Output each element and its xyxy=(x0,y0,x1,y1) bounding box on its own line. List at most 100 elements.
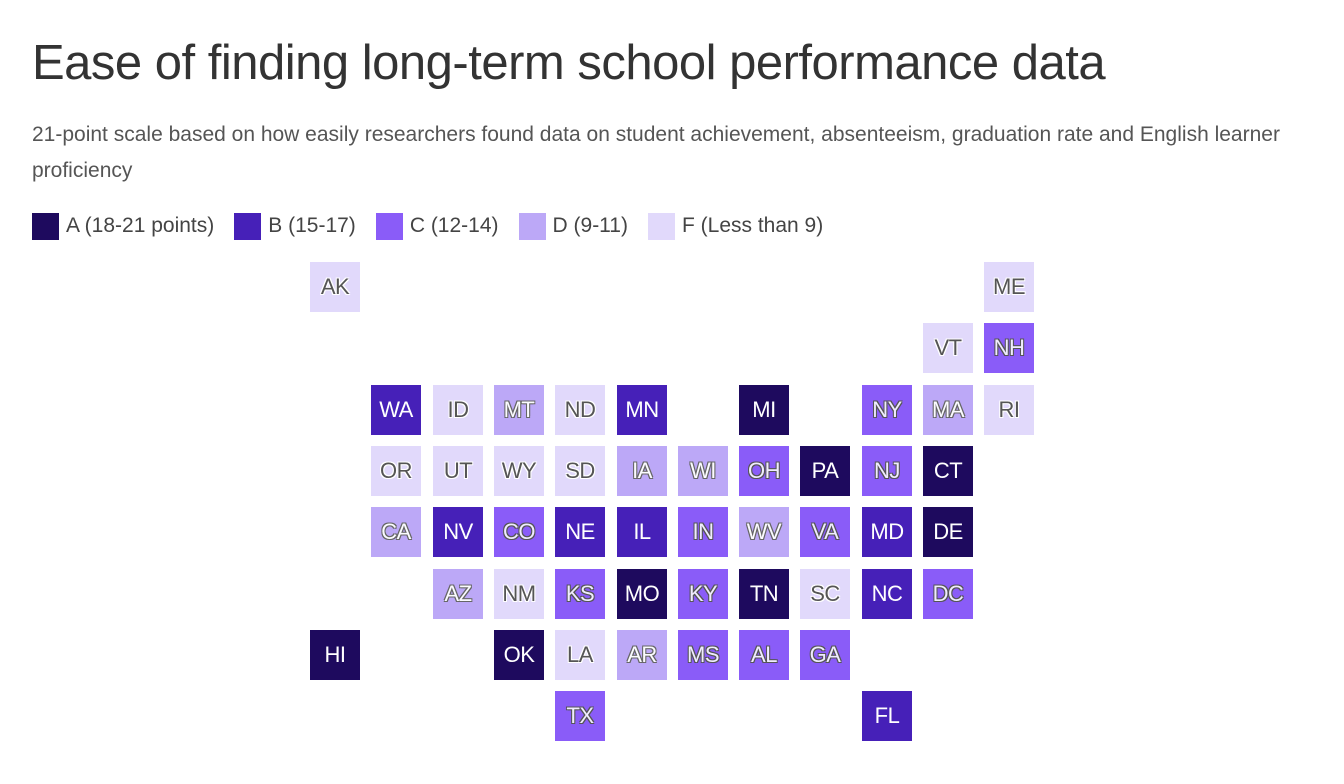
state-label: MT xyxy=(503,397,535,422)
state-tile-tn: TN xyxy=(739,569,789,619)
state-label: VT xyxy=(934,335,962,360)
chart-title: Ease of finding long-term school perform… xyxy=(32,36,1106,90)
state-tile-ga: GA xyxy=(800,630,850,680)
state-label: LA xyxy=(567,642,593,667)
state-label: WI xyxy=(690,458,716,483)
state-tile-ut: UT xyxy=(433,446,483,496)
state-tile-mi: MI xyxy=(739,385,789,435)
state-tile-wi: WI xyxy=(678,446,728,496)
state-tile-fl: FL xyxy=(862,691,912,741)
state-label: AZ xyxy=(444,581,472,606)
legend-label-b: B (15-17) xyxy=(268,214,356,237)
state-tile-ia: IA xyxy=(617,446,667,496)
state-label: CA xyxy=(381,519,411,544)
legend-item-b: B (15-17) xyxy=(234,212,356,240)
state-tile-ma: MA xyxy=(923,385,973,435)
state-tile-mn: MN xyxy=(617,385,667,435)
state-label: FL xyxy=(874,703,900,728)
state-tile-mo: MO xyxy=(617,569,667,619)
state-tile-md: MD xyxy=(862,507,912,557)
state-tile-oh: OH xyxy=(739,446,789,496)
state-label: NV xyxy=(443,519,473,544)
legend-swatch-d xyxy=(518,212,546,240)
legend-label-a: A (18-21 points) xyxy=(66,214,215,237)
state-tile-ri: RI xyxy=(984,385,1034,435)
state-label: SC xyxy=(810,581,840,606)
state-label: UT xyxy=(443,458,473,483)
state-tile-nc: NC xyxy=(862,569,912,619)
state-tile-nm: NM xyxy=(494,569,544,619)
state-label: OR xyxy=(380,458,413,483)
state-label: NH xyxy=(993,335,1025,360)
state-tile-il: IL xyxy=(617,507,667,557)
state-label: MO xyxy=(624,581,660,606)
state-tile-mt: MT xyxy=(494,385,544,435)
state-tile-nh: NH xyxy=(984,323,1034,373)
legend-swatch-b xyxy=(234,212,262,240)
state-tile-wy: WY xyxy=(494,446,544,496)
legend-item-d: D (9-11) xyxy=(518,212,628,240)
state-tile-ak: AK xyxy=(310,262,360,312)
state-label: MN xyxy=(625,397,659,422)
state-label: OH xyxy=(748,458,781,483)
state-tile-nj: NJ xyxy=(862,446,912,496)
state-label: CO xyxy=(503,519,536,544)
state-tile-ks: KS xyxy=(555,569,605,619)
state-tile-de: DE xyxy=(923,507,973,557)
state-tile-hi: HI xyxy=(310,630,360,680)
state-tile-ne: NE xyxy=(555,507,605,557)
state-tile-wv: WV xyxy=(739,507,789,557)
state-tile-pa: PA xyxy=(800,446,850,496)
state-label: IA xyxy=(632,458,652,483)
state-tile-ok: OK xyxy=(494,630,544,680)
state-tile-sc: SC xyxy=(800,569,850,619)
state-tile-me: ME xyxy=(984,262,1034,312)
legend: A (18-21 points) B (15-17) C (12-14) D (… xyxy=(32,211,843,241)
state-label: IN xyxy=(692,519,715,544)
state-label: ID xyxy=(447,397,470,422)
state-label: TX xyxy=(566,703,594,728)
state-tile-id: ID xyxy=(433,385,483,435)
state-tile-ar: AR xyxy=(617,630,667,680)
state-label: NC xyxy=(871,581,903,606)
legend-swatch-c xyxy=(375,212,403,240)
state-tile-ny: NY xyxy=(862,385,912,435)
state-tile-dc: DC xyxy=(923,569,973,619)
state-label: MA xyxy=(932,397,965,422)
state-tile-tx: TX xyxy=(555,691,605,741)
state-label: RI xyxy=(998,397,1021,422)
state-label: OK xyxy=(503,642,535,667)
legend-item-f: F (Less than 9) xyxy=(647,212,824,240)
state-label: ME xyxy=(993,274,1026,299)
state-tile-al: AL xyxy=(739,630,789,680)
state-label: IL xyxy=(633,519,651,544)
state-label: VA xyxy=(811,519,839,544)
state-label: NE xyxy=(565,519,595,544)
legend-label-f: F (Less than 9) xyxy=(681,214,824,237)
state-label: AR xyxy=(627,642,657,667)
state-label: NM xyxy=(502,581,536,606)
state-label: GA xyxy=(809,642,841,667)
state-label: KS xyxy=(565,581,595,606)
state-label: WY xyxy=(501,458,537,483)
state-tile-ca: CA xyxy=(371,507,421,557)
state-tile-ky: KY xyxy=(678,569,728,619)
state-label: AL xyxy=(751,642,777,667)
state-tile-wa: WA xyxy=(371,385,421,435)
state-label: WV xyxy=(746,519,782,544)
state-label: WA xyxy=(379,397,413,422)
state-tile-ms: MS xyxy=(678,630,728,680)
state-tile-va: VA xyxy=(800,507,850,557)
legend-swatch-f xyxy=(647,212,675,240)
legend-label-d: D (9-11) xyxy=(552,214,628,237)
state-label: AK xyxy=(320,274,350,299)
state-label: DE xyxy=(933,519,963,544)
legend-swatch-a xyxy=(32,212,59,240)
legend-item-c: C (12-14) xyxy=(375,212,499,240)
state-label: MD xyxy=(870,519,904,544)
state-tile-vt: VT xyxy=(923,323,973,373)
chart-subtitle: 21-point scale based on how easily resea… xyxy=(32,123,1280,182)
state-tile-ct: CT xyxy=(923,446,973,496)
legend-item-a: A (18-21 points) xyxy=(32,212,215,240)
